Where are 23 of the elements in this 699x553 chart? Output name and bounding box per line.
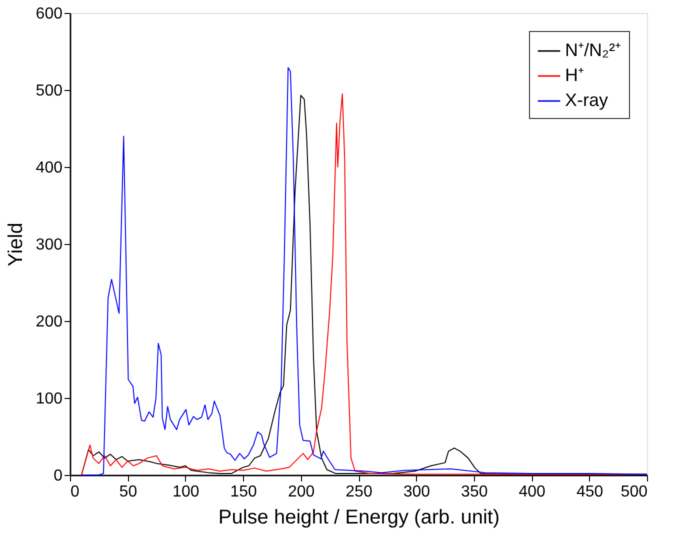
legend-label: H⁺ [565,65,584,85]
x-tick-label: 450 [576,484,604,500]
y-tick-label: 400 [36,160,63,176]
x-tick-label: 50 [119,484,138,500]
x-tick-label: 300 [403,484,430,500]
y-tick-label: 100 [36,390,63,408]
x-tick-label: 250 [346,484,372,500]
legend-label: X-ray [565,90,608,110]
x-tick-label: 150 [230,484,258,500]
x-axis-title: Pulse height / Energy (arb. unit) [218,506,500,528]
y-tick-label: 500 [36,82,63,100]
y-tick-label: 300 [36,236,63,254]
y-tick-label: 200 [36,314,63,330]
x-tick-label: 400 [518,484,546,500]
x-tick-label: 500 [620,484,648,500]
y-axis-title: Yield [4,222,27,266]
y-tick-label: 600 [36,6,63,22]
x-tick-label: 200 [288,484,315,500]
y-tick-label: 0 [54,468,63,484]
x-tick-label: 350 [461,484,488,500]
x-tick-label: 0 [70,484,80,500]
x-tick-label: 100 [172,484,200,500]
legend-label: N⁺/N₂²⁺ [565,40,621,60]
